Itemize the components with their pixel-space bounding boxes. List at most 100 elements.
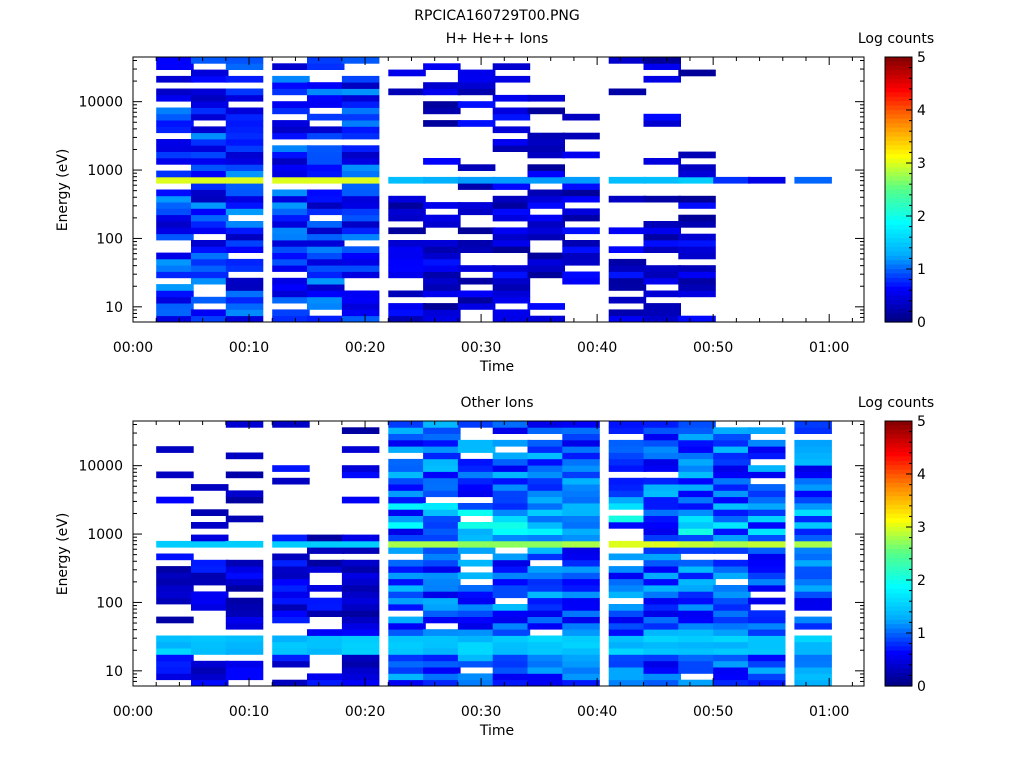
- heatmap-cell: [527, 591, 565, 599]
- heatmap-cell: [748, 452, 786, 460]
- x-tick-label: 00:20: [345, 704, 385, 720]
- heatmap-cell: [713, 667, 751, 674]
- heatmap-cell: [527, 635, 565, 643]
- heatmap-cell: [713, 559, 751, 567]
- heatmap-cell: [713, 534, 751, 542]
- y-tick-label: 100: [96, 231, 123, 247]
- heatmap-cell: [678, 221, 716, 228]
- heatmap-cell: [272, 315, 310, 323]
- heatmap-cell: [527, 496, 565, 504]
- heatmap-cell: [794, 421, 832, 428]
- heatmap-cell: [713, 641, 751, 649]
- heatmap-cell: [341, 208, 380, 216]
- heatmap-cell: [388, 439, 426, 447]
- heatmap-cell: [457, 572, 496, 580]
- heatmap-cell: [678, 439, 716, 447]
- heatmap-cell: [527, 553, 565, 561]
- heatmap-cell: [748, 616, 786, 624]
- heatmap-cell: [307, 296, 345, 304]
- colorbar-swatch: [885, 233, 912, 239]
- colorbar-swatch: [885, 425, 912, 431]
- heatmap-cell: [713, 503, 751, 510]
- heatmap-cell: [713, 433, 751, 441]
- heatmap-cell: [562, 452, 600, 460]
- heatmap-cell: [225, 258, 264, 266]
- heatmap-cell: [794, 490, 832, 498]
- heatmap-cell: [423, 101, 461, 108]
- heatmap-cell: [608, 610, 647, 617]
- heatmap-cell: [562, 604, 600, 611]
- heatmap-cell: [388, 265, 426, 272]
- heatmap-cell: [527, 509, 565, 516]
- heatmap-cell: [341, 629, 380, 636]
- heatmap-cell: [678, 170, 716, 178]
- plot-frame: [132, 56, 865, 323]
- heatmap-cell: [794, 446, 832, 453]
- colorbar-swatch: [885, 447, 912, 453]
- heatmap-cell: [388, 176, 426, 184]
- heatmap-cell: [527, 465, 565, 472]
- heatmap-cell: [341, 660, 380, 668]
- heatmap-cell: [388, 604, 426, 611]
- heatmap-cell: [678, 591, 716, 599]
- colorbar-swatch: [885, 242, 912, 248]
- heatmap-cell: [341, 227, 380, 235]
- heatmap-cell: [457, 610, 496, 617]
- heatmap-cell: [562, 635, 600, 643]
- heatmap-cell: [748, 528, 786, 535]
- colorbar-tick-label: 0: [917, 315, 926, 331]
- heatmap-cell: [492, 183, 531, 190]
- heatmap-cell: [423, 158, 461, 165]
- heatmap-cell: [643, 57, 681, 64]
- heatmap-cell: [794, 597, 832, 605]
- heatmap-cell: [388, 465, 426, 472]
- heatmap-cell: [457, 547, 496, 554]
- heatmap-cell: [713, 648, 751, 655]
- colorbar-swatch: [885, 291, 912, 297]
- heatmap-cell: [678, 622, 716, 630]
- heatmap-cell: [492, 616, 531, 624]
- heatmap-cell: [272, 126, 310, 134]
- heatmap-cell: [225, 303, 264, 310]
- heatmap-cell: [643, 648, 681, 655]
- heatmap-cell: [156, 233, 194, 241]
- heatmap-cell: [341, 202, 380, 209]
- heatmap-cell: [156, 120, 194, 127]
- heatmap-cell: [272, 616, 310, 624]
- colorbar-tick-label: 5: [917, 50, 926, 66]
- heatmap-cell: [156, 566, 194, 573]
- heatmap-cell: [225, 202, 264, 209]
- heatmap-cell: [562, 151, 600, 159]
- colorbar-swatch: [885, 496, 912, 502]
- heatmap-cell: [562, 490, 600, 498]
- heatmap-cell: [527, 477, 565, 485]
- colorbar-swatch: [885, 557, 912, 563]
- heatmap-cell: [794, 566, 832, 573]
- colorbar-tick-label: 2: [917, 573, 926, 589]
- heatmap-cell: [191, 145, 229, 152]
- heatmap-cell: [191, 189, 229, 197]
- heatmap-cell: [678, 503, 716, 510]
- heatmap-cell: [492, 534, 531, 542]
- heatmap-cell: [608, 622, 647, 630]
- heatmap-cell: [492, 202, 531, 209]
- heatmap-cell: [191, 559, 229, 567]
- heatmap-cell: [643, 597, 681, 605]
- heatmap-cell: [713, 585, 751, 592]
- heatmap-cell: [527, 221, 565, 228]
- heatmap-cell: [492, 208, 531, 216]
- colorbar-swatch: [885, 469, 912, 475]
- heatmap-cell: [643, 227, 681, 235]
- colorbar-swatch: [885, 87, 912, 93]
- heatmap-cell: [643, 271, 681, 279]
- heatmap-cell: [713, 446, 751, 453]
- heatmap-cell: [527, 151, 565, 159]
- heatmap-cell: [225, 94, 264, 102]
- heatmap-cell: [225, 604, 264, 611]
- heatmap-cell: [713, 484, 751, 491]
- heatmap-cell: [156, 221, 194, 228]
- heatmap-cell: [225, 139, 264, 146]
- heatmap-cell: [643, 572, 681, 580]
- heatmap-cell: [272, 648, 310, 655]
- heatmap-cell: [527, 616, 565, 624]
